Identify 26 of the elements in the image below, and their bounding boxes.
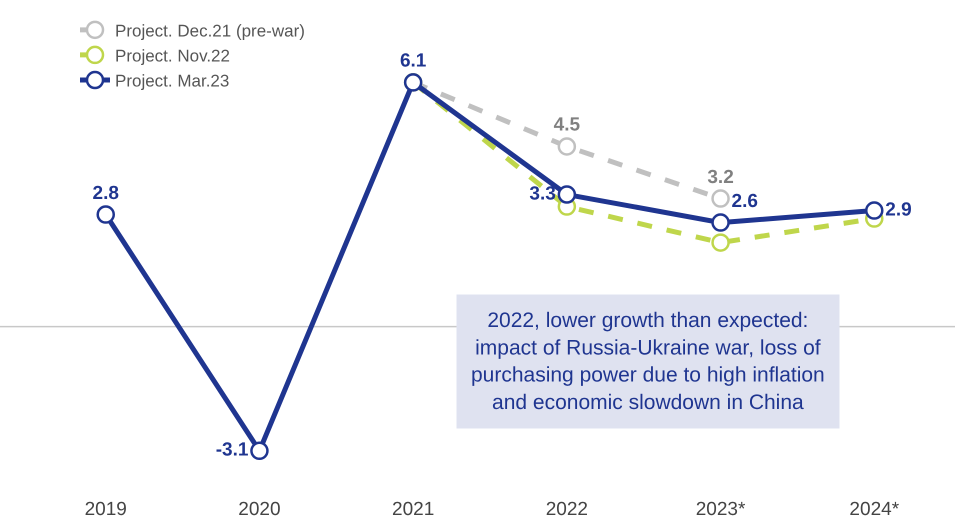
data-label: 4.5 [554,114,580,136]
legend-label: Project. Nov.22 [115,46,230,66]
point [865,201,884,220]
legend-label: Project. Mar.23 [115,72,230,91]
point [558,185,576,204]
data-label: 3.3 [529,183,556,204]
point [96,205,115,224]
data-label: -3.1 [216,440,249,461]
x-tick-label: 2021 [392,499,434,520]
annotation: 2022, lower growth than expected: impact of Russia-Ukraine war, loss of purchasing power due to high inflation and economic slowdown in China [471,309,825,414]
data-label: 2.6 [732,190,758,212]
point [711,213,730,232]
x-tick-label: 2023* [696,499,746,520]
data-label: 3.2 [707,166,734,188]
point [711,189,730,208]
point [711,233,730,252]
x-tick-label: 2024* [849,499,900,520]
data-label: 2.8 [92,182,119,204]
data-label: 6.1 [400,50,427,72]
point [558,137,576,156]
x-tick-label: 2022 [546,499,588,520]
legend-label: Project. Dec.21 (pre-war) [115,21,305,40]
data-label: 2.9 [885,199,912,220]
x-tick-label: 2020 [238,499,281,520]
point [250,442,269,460]
x-tick-label: 2019 [84,499,127,520]
